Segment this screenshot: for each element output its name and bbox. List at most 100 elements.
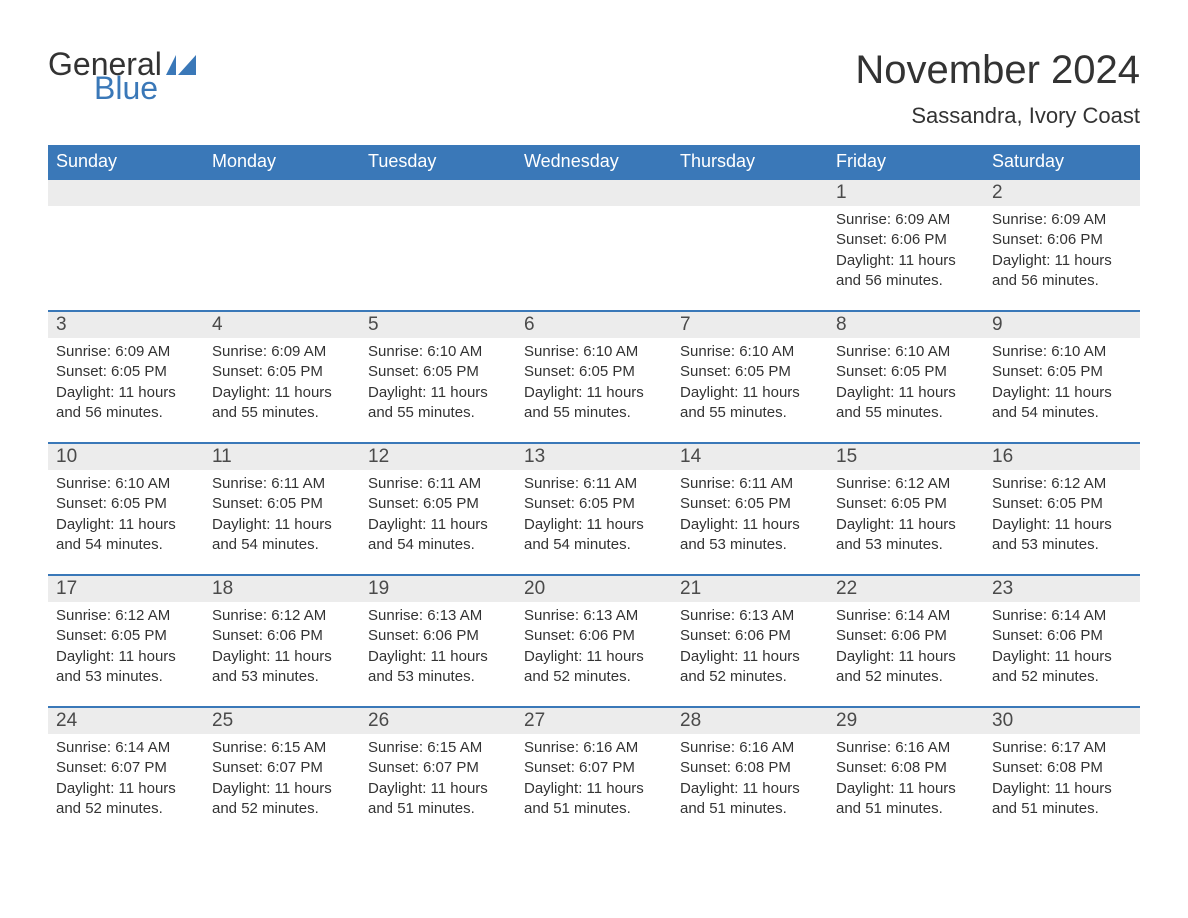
daylight-line: Daylight: 11 hours and 53 minutes. <box>368 647 508 688</box>
day-number: 20 <box>516 574 672 602</box>
day-number: 7 <box>672 310 828 338</box>
sunrise-line: Sunrise: 6:12 AM <box>992 474 1132 494</box>
calendar-week-row: 17Sunrise: 6:12 AMSunset: 6:05 PMDayligh… <box>48 574 1140 706</box>
sunrise-line: Sunrise: 6:09 AM <box>992 210 1132 230</box>
day-number: 11 <box>204 442 360 470</box>
day-number: 18 <box>204 574 360 602</box>
sunset-line: Sunset: 6:05 PM <box>680 362 820 382</box>
sunrise-line: Sunrise: 6:10 AM <box>56 474 196 494</box>
day-details: Sunrise: 6:15 AMSunset: 6:07 PMDaylight:… <box>360 734 516 827</box>
month-title: November 2024 <box>855 48 1140 93</box>
sunset-line: Sunset: 6:08 PM <box>992 758 1132 778</box>
day-number: 21 <box>672 574 828 602</box>
sunset-line: Sunset: 6:05 PM <box>524 494 664 514</box>
day-details: Sunrise: 6:09 AMSunset: 6:05 PMDaylight:… <box>204 338 360 431</box>
day-number: 27 <box>516 706 672 734</box>
sunrise-line: Sunrise: 6:17 AM <box>992 738 1132 758</box>
day-number: 10 <box>48 442 204 470</box>
sunset-line: Sunset: 6:05 PM <box>56 362 196 382</box>
sunset-line: Sunset: 6:05 PM <box>212 494 352 514</box>
calendar-day-cell: 1Sunrise: 6:09 AMSunset: 6:06 PMDaylight… <box>828 178 984 310</box>
calendar-day-cell: 26Sunrise: 6:15 AMSunset: 6:07 PMDayligh… <box>360 706 516 838</box>
daylight-line: Daylight: 11 hours and 54 minutes. <box>368 515 508 556</box>
day-number: 22 <box>828 574 984 602</box>
sunset-line: Sunset: 6:07 PM <box>56 758 196 778</box>
weekday-header: Saturday <box>984 145 1140 178</box>
day-number <box>516 178 672 206</box>
daylight-line: Daylight: 11 hours and 53 minutes. <box>680 515 820 556</box>
day-number: 28 <box>672 706 828 734</box>
calendar-week-row: 10Sunrise: 6:10 AMSunset: 6:05 PMDayligh… <box>48 442 1140 574</box>
day-number: 30 <box>984 706 1140 734</box>
weekday-header: Wednesday <box>516 145 672 178</box>
daylight-line: Daylight: 11 hours and 52 minutes. <box>992 647 1132 688</box>
calendar-day-cell: 18Sunrise: 6:12 AMSunset: 6:06 PMDayligh… <box>204 574 360 706</box>
day-details: Sunrise: 6:10 AMSunset: 6:05 PMDaylight:… <box>48 470 204 563</box>
calendar-day-cell: 4Sunrise: 6:09 AMSunset: 6:05 PMDaylight… <box>204 310 360 442</box>
sunset-line: Sunset: 6:05 PM <box>368 494 508 514</box>
calendar-day-cell <box>204 178 360 310</box>
day-details: Sunrise: 6:09 AMSunset: 6:06 PMDaylight:… <box>828 206 984 299</box>
day-details: Sunrise: 6:10 AMSunset: 6:05 PMDaylight:… <box>672 338 828 431</box>
day-number <box>204 178 360 206</box>
sunrise-line: Sunrise: 6:11 AM <box>680 474 820 494</box>
day-number: 9 <box>984 310 1140 338</box>
daylight-line: Daylight: 11 hours and 52 minutes. <box>836 647 976 688</box>
sunrise-line: Sunrise: 6:09 AM <box>212 342 352 362</box>
day-number: 3 <box>48 310 204 338</box>
day-details: Sunrise: 6:13 AMSunset: 6:06 PMDaylight:… <box>516 602 672 695</box>
day-number: 29 <box>828 706 984 734</box>
sunset-line: Sunset: 6:05 PM <box>992 362 1132 382</box>
sunset-line: Sunset: 6:08 PM <box>680 758 820 778</box>
day-details: Sunrise: 6:12 AMSunset: 6:05 PMDaylight:… <box>48 602 204 695</box>
daylight-line: Daylight: 11 hours and 54 minutes. <box>212 515 352 556</box>
daylight-line: Daylight: 11 hours and 55 minutes. <box>680 383 820 424</box>
day-number: 2 <box>984 178 1140 206</box>
calendar-day-cell: 27Sunrise: 6:16 AMSunset: 6:07 PMDayligh… <box>516 706 672 838</box>
day-number: 14 <box>672 442 828 470</box>
day-number: 12 <box>360 442 516 470</box>
weekday-header: Sunday <box>48 145 204 178</box>
sunset-line: Sunset: 6:06 PM <box>992 230 1132 250</box>
calendar-day-cell: 15Sunrise: 6:12 AMSunset: 6:05 PMDayligh… <box>828 442 984 574</box>
day-number: 15 <box>828 442 984 470</box>
day-number: 25 <box>204 706 360 734</box>
day-details: Sunrise: 6:14 AMSunset: 6:06 PMDaylight:… <box>828 602 984 695</box>
calendar-day-cell: 13Sunrise: 6:11 AMSunset: 6:05 PMDayligh… <box>516 442 672 574</box>
sunset-line: Sunset: 6:06 PM <box>368 626 508 646</box>
sunset-line: Sunset: 6:05 PM <box>56 626 196 646</box>
day-number <box>360 178 516 206</box>
day-details: Sunrise: 6:15 AMSunset: 6:07 PMDaylight:… <box>204 734 360 827</box>
sunset-line: Sunset: 6:05 PM <box>680 494 820 514</box>
day-details: Sunrise: 6:13 AMSunset: 6:06 PMDaylight:… <box>360 602 516 695</box>
day-number: 5 <box>360 310 516 338</box>
daylight-line: Daylight: 11 hours and 51 minutes. <box>680 779 820 820</box>
sunrise-line: Sunrise: 6:13 AM <box>524 606 664 626</box>
calendar-day-cell: 24Sunrise: 6:14 AMSunset: 6:07 PMDayligh… <box>48 706 204 838</box>
day-number: 24 <box>48 706 204 734</box>
daylight-line: Daylight: 11 hours and 54 minutes. <box>524 515 664 556</box>
sunrise-line: Sunrise: 6:11 AM <box>368 474 508 494</box>
daylight-line: Daylight: 11 hours and 55 minutes. <box>368 383 508 424</box>
daylight-line: Daylight: 11 hours and 51 minutes. <box>836 779 976 820</box>
day-details: Sunrise: 6:12 AMSunset: 6:06 PMDaylight:… <box>204 602 360 695</box>
day-details: Sunrise: 6:10 AMSunset: 6:05 PMDaylight:… <box>984 338 1140 431</box>
sunrise-line: Sunrise: 6:14 AM <box>56 738 196 758</box>
sunset-line: Sunset: 6:07 PM <box>212 758 352 778</box>
sunrise-line: Sunrise: 6:13 AM <box>680 606 820 626</box>
sunrise-line: Sunrise: 6:11 AM <box>524 474 664 494</box>
daylight-line: Daylight: 11 hours and 55 minutes. <box>212 383 352 424</box>
calendar-day-cell: 20Sunrise: 6:13 AMSunset: 6:06 PMDayligh… <box>516 574 672 706</box>
daylight-line: Daylight: 11 hours and 52 minutes. <box>680 647 820 688</box>
day-number: 1 <box>828 178 984 206</box>
day-details: Sunrise: 6:11 AMSunset: 6:05 PMDaylight:… <box>204 470 360 563</box>
sunset-line: Sunset: 6:06 PM <box>836 230 976 250</box>
sunset-line: Sunset: 6:05 PM <box>56 494 196 514</box>
day-details: Sunrise: 6:16 AMSunset: 6:08 PMDaylight:… <box>828 734 984 827</box>
day-number: 4 <box>204 310 360 338</box>
sunrise-line: Sunrise: 6:10 AM <box>368 342 508 362</box>
calendar-day-cell: 21Sunrise: 6:13 AMSunset: 6:06 PMDayligh… <box>672 574 828 706</box>
calendar-day-cell: 25Sunrise: 6:15 AMSunset: 6:07 PMDayligh… <box>204 706 360 838</box>
day-number: 8 <box>828 310 984 338</box>
sunset-line: Sunset: 6:06 PM <box>992 626 1132 646</box>
